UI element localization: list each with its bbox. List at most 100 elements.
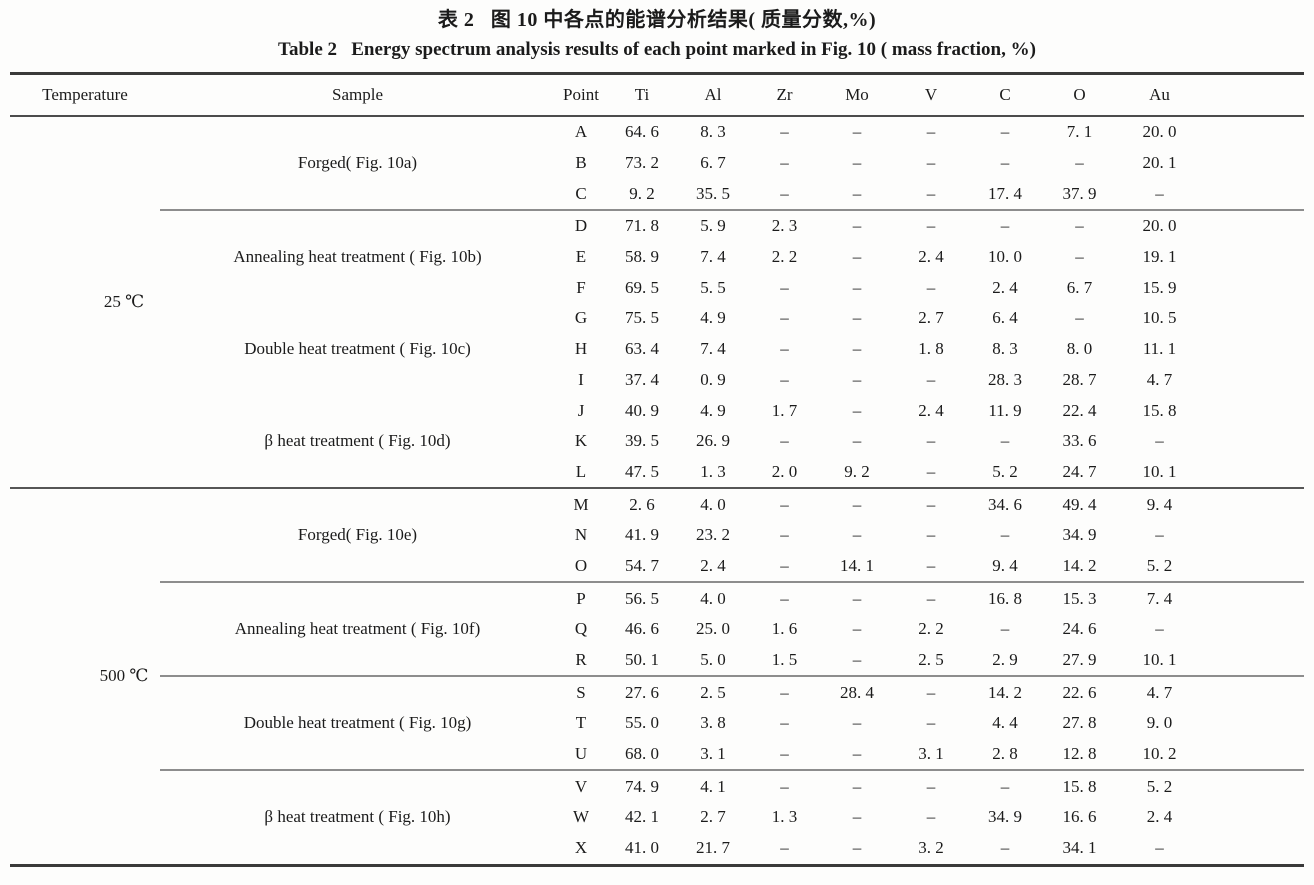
value-cell-v: – [926,216,936,236]
value-cell-au: 11. 1 [1142,339,1177,359]
spacer-cell [1202,148,1304,179]
value-cell-zr: – [780,682,789,702]
value-cell-ti: 64. 6 [625,122,659,142]
point-cell: B [575,153,587,173]
value-cell-al: 2. 7 [700,807,726,827]
point-cell: J [577,400,585,420]
value-cell-v: – [926,807,936,827]
value-cell-c: 34. 9 [988,807,1022,827]
value-cell-au: – [1155,525,1164,545]
value-cell-c: 6. 4 [992,308,1018,328]
value-cell-v: 1. 8 [918,339,944,359]
spacer-cell [1202,488,1304,520]
value-cell-zr: 2. 0 [749,456,820,490]
table-row: Double heat treatment ( Fig. 10c) G 75. 5 4… [10,303,1304,358]
value-cell-ti: 55. 0 [625,713,659,733]
value-cell-ti: 41. 0 [625,838,659,858]
point-cell: X [574,838,588,858]
value-cell-ti: 63. 4 [625,339,659,359]
value-cell-c: 2. 8 [968,738,1042,772]
value-cell-au: 5. 2 [1146,776,1173,796]
value-cell-ti: 69. 5 [625,277,659,297]
value-cell-o: 12. 8 [1042,738,1117,772]
value-cell-v: 2. 5 [894,644,968,678]
value-cell-o: 27. 9 [1042,644,1117,678]
value-cell-au: – [1155,619,1164,639]
value-cell-mo: – [852,308,862,328]
value-cell-o: 15. 3 [1062,588,1097,608]
value-cell-zr: – [780,339,789,359]
value-cell-v: – [926,122,936,142]
value-cell-c: – [1000,122,1010,142]
value-cell-ti: 74. 9 [625,776,659,796]
value-cell-v: – [894,456,968,490]
value-cell-v: – [926,776,936,796]
value-cell-c: – [1000,431,1010,451]
spacer-cell [1202,178,1304,212]
value-cell-o: – [1075,308,1084,328]
value-cell-o: 34. 9 [1062,525,1097,545]
value-cell-au: 20. 1 [1142,153,1177,173]
value-cell-ti: 71. 8 [625,216,659,236]
table-row: 25 ℃ Forged( Fig. 10a) A 64. 6 8. 3 – – – – 7. 1 2… [10,116,1304,490]
value-cell-zr: – [780,494,789,514]
value-cell-mo: – [852,369,862,389]
point-cell: L [555,456,607,490]
table-row: F 69. 5 5. 5 – – – 2. 4 6. 7 15. 9 [10,272,1304,303]
value-cell-al: 8. 3 [700,122,726,142]
value-cell-mo: – [852,838,862,858]
value-cell-al: 4. 9 [700,308,726,328]
value-cell-o: 28. 7 [1062,369,1097,389]
value-cell-o: 22. 6 [1062,682,1097,702]
table-row: H 63. 4 7. 4 – – 1. 8 8. 3 8. 0 11. 1 [10,334,1304,365]
value-cell-zr: – [749,550,820,584]
value-cell-al: 1. 3 [677,456,749,490]
value-cell-c: 34. 6 [988,494,1022,514]
sample-cell: Forged( Fig. 10a) [160,116,555,212]
value-cell-au: 7. 4 [1146,588,1173,608]
value-cell-v: – [926,431,936,451]
value-cell-ti: 68. 0 [607,738,677,772]
value-cell-mo: – [852,277,862,297]
value-cell-c: 8. 3 [992,339,1018,359]
value-cell-al: 6. 7 [700,153,726,173]
spacer-cell [1202,676,1304,708]
value-cell-al: 4. 0 [700,494,726,514]
table-row: T 55. 0 3. 8 – – – 4. 4 27. 8 9. 0 [10,708,1304,739]
value-cell-o: 22. 4 [1062,400,1097,420]
value-cell-au: 5. 2 [1117,550,1202,584]
value-cell-mo: – [852,588,862,608]
value-cell-ti: 73. 2 [625,153,659,173]
value-cell-au: 15. 9 [1142,277,1177,297]
table-row: 500 ℃ Forged( Fig. 10e) M 2. 6 4. 0 – – – 34. 6 4… [10,488,1304,685]
value-cell-o: 6. 7 [1066,277,1093,297]
column-header-ti: Ti [607,73,677,117]
value-cell-c: 14. 2 [988,682,1022,702]
value-cell-au: 10. 1 [1117,456,1202,490]
value-cell-al: 26. 9 [696,431,730,451]
value-cell-mo: – [820,738,894,772]
spacer-cell [1202,802,1304,833]
table-row: U 68. 0 3. 1– –3. 1 2. 8 12. 8 10. 2 [10,738,1304,772]
table-row: N 41. 9 23. 2 – – – – 34. 9 – [10,520,1304,551]
value-cell-o: – [1075,247,1084,267]
value-cell-ti: 46. 6 [625,619,659,639]
value-cell-o: 37. 9 [1042,178,1117,212]
table-row: W 42. 1 2. 7 1. 3 – – 34. 9 16. 6 2. 4 [10,802,1304,833]
value-cell-au: – [1117,178,1202,212]
table-row: R 50. 1 5. 0 1. 5–2. 5 2. 9 27. 9 10. 1 [10,644,1304,678]
value-cell-al: 5. 5 [700,277,726,297]
table-row: E 58. 9 7. 4 2. 2 – 2. 4 10. 0 – 19. 1 [10,242,1304,273]
value-cell-o: 24. 6 [1062,619,1097,639]
column-header-v: V [894,73,968,117]
point-cell: D [574,216,588,236]
value-cell-al: 7. 4 [700,247,726,267]
temperature-cell: 500 ℃ [99,666,149,686]
spacer-cell [1202,242,1304,273]
value-cell-au: – [1155,838,1164,858]
sample-cell: Annealing heat treatment ( Fig. 10f) [160,582,555,678]
value-cell-c: – [1000,776,1010,796]
sample-cell: β heat treatment ( Fig. 10h) [264,807,451,827]
value-cell-al: 2. 5 [700,682,726,702]
